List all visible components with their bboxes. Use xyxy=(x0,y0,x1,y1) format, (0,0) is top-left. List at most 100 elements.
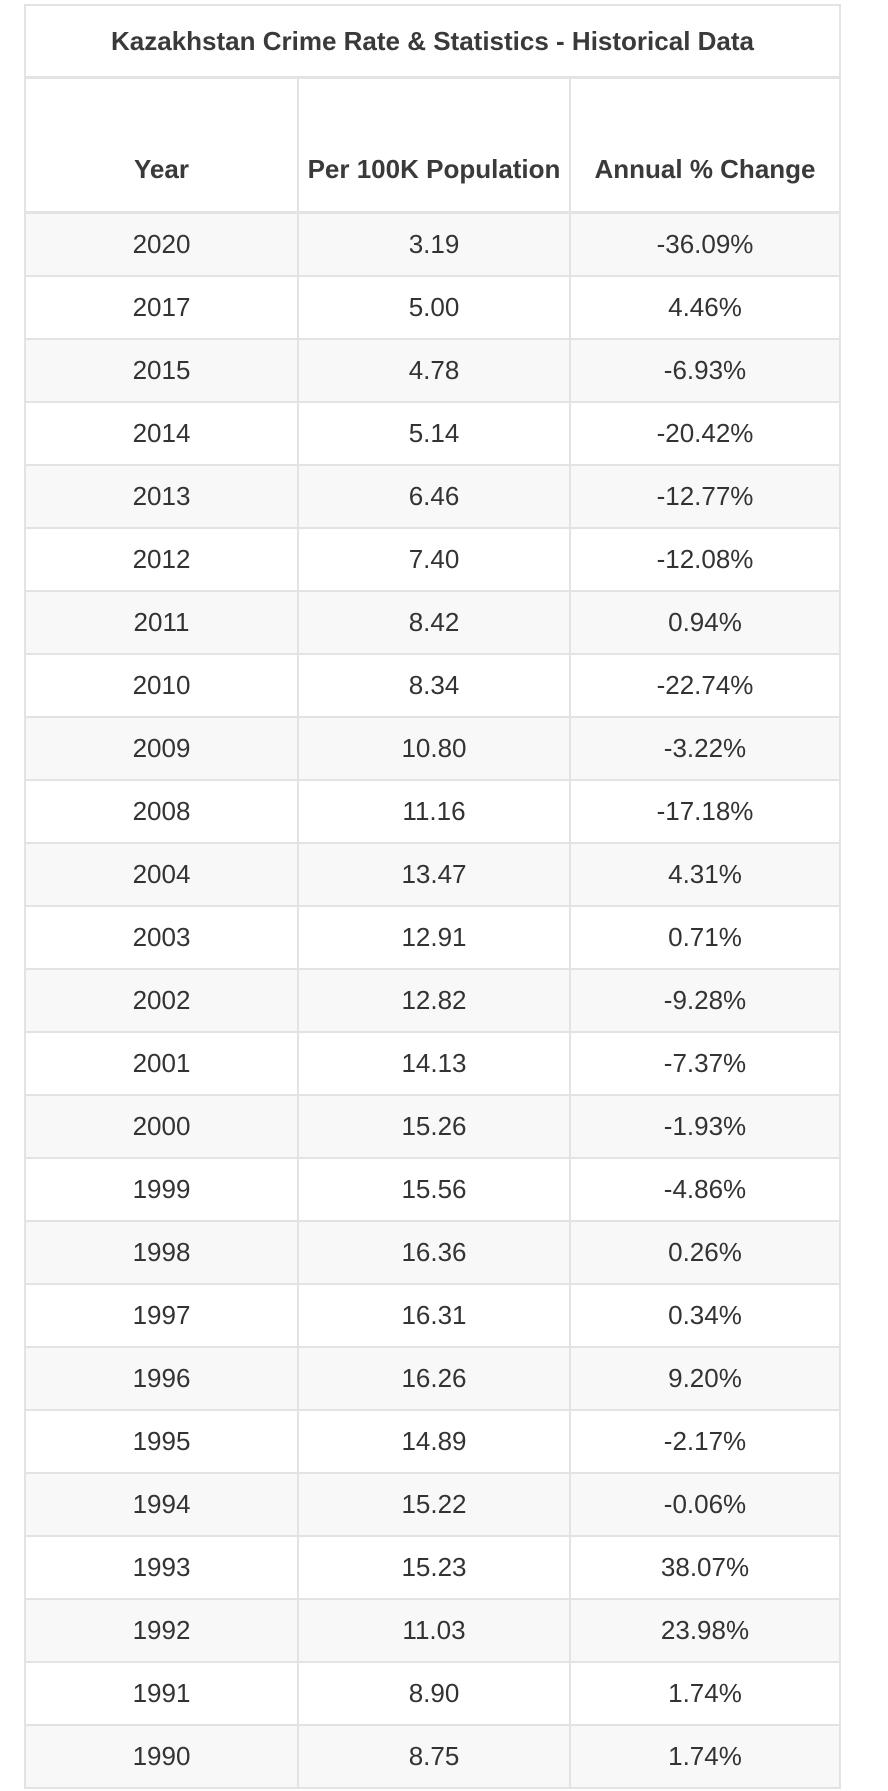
year-cell: 2013 xyxy=(26,465,299,529)
year-cell: 2008 xyxy=(26,780,299,844)
annual-change-cell: 4.31% xyxy=(570,843,839,907)
table-row: 2001 14.13 -7.37% xyxy=(26,1032,839,1096)
per-100k-cell: 15.23 xyxy=(298,1536,571,1600)
table-row: 2004 13.47 4.31% xyxy=(26,843,839,907)
annual-change-cell: 9.20% xyxy=(570,1347,839,1411)
per-100k-cell: 4.78 xyxy=(298,339,571,403)
table-row: 2000 15.26 -1.93% xyxy=(26,1095,839,1159)
table-title: Kazakhstan Crime Rate & Statistics - His… xyxy=(26,6,839,79)
annual-change-cell: 0.34% xyxy=(570,1284,839,1348)
header-row: Year Per 100K Population Annual % Change xyxy=(26,79,839,214)
year-cell: 1999 xyxy=(26,1158,299,1222)
per-100k-cell: 14.89 xyxy=(298,1410,571,1474)
per-100k-cell: 11.16 xyxy=(298,780,571,844)
table-row: 2015 4.78 -6.93% xyxy=(26,339,839,403)
per-100k-cell: 16.26 xyxy=(298,1347,571,1411)
year-cell: 2011 xyxy=(26,591,299,655)
crime-statistics-table: Kazakhstan Crime Rate & Statistics - His… xyxy=(24,4,841,1789)
table-row: 1998 16.36 0.26% xyxy=(26,1221,839,1285)
per-100k-cell: 12.82 xyxy=(298,969,571,1033)
per-100k-cell: 3.19 xyxy=(298,212,571,277)
per-100k-cell: 5.00 xyxy=(298,276,571,340)
table-row: 2020 3.19 -36.09% xyxy=(26,212,839,277)
annual-change-cell: 0.94% xyxy=(570,591,839,655)
table-row: 2011 8.42 0.94% xyxy=(26,591,839,655)
annual-change-cell: -6.93% xyxy=(570,339,839,403)
year-cell: 2012 xyxy=(26,528,299,592)
table-row: 2008 11.16 -17.18% xyxy=(26,780,839,844)
year-cell: 2009 xyxy=(26,717,299,781)
per-100k-cell: 6.46 xyxy=(298,465,571,529)
annual-change-cell: -9.28% xyxy=(570,969,839,1033)
annual-change-cell: -17.18% xyxy=(570,780,839,844)
table-row: 1999 15.56 -4.86% xyxy=(26,1158,839,1222)
header-year: Year xyxy=(26,79,299,214)
per-100k-cell: 5.14 xyxy=(298,402,571,466)
annual-change-cell: -2.17% xyxy=(570,1410,839,1474)
per-100k-cell: 8.75 xyxy=(298,1725,571,1787)
per-100k-cell: 8.34 xyxy=(298,654,571,718)
year-cell: 2014 xyxy=(26,402,299,466)
annual-change-cell: -7.37% xyxy=(570,1032,839,1096)
year-cell: 2020 xyxy=(26,212,299,277)
per-100k-cell: 16.31 xyxy=(298,1284,571,1348)
year-cell: 1990 xyxy=(26,1725,299,1787)
table-row: 1992 11.03 23.98% xyxy=(26,1599,839,1663)
year-cell: 1993 xyxy=(26,1536,299,1600)
year-cell: 2003 xyxy=(26,906,299,970)
table-body: 2020 3.19 -36.09% 2017 5.00 4.46% 2015 4.78 -6.9… xyxy=(26,212,839,1787)
per-100k-cell: 15.26 xyxy=(298,1095,571,1159)
year-cell: 2001 xyxy=(26,1032,299,1096)
annual-change-cell: -0.06% xyxy=(570,1473,839,1537)
year-cell: 1995 xyxy=(26,1410,299,1474)
table-row: 1995 14.89 -2.17% xyxy=(26,1410,839,1474)
per-100k-cell: 8.42 xyxy=(298,591,571,655)
annual-change-cell: -12.08% xyxy=(570,528,839,592)
table-row: 2012 7.40 -12.08% xyxy=(26,528,839,592)
year-cell: 1994 xyxy=(26,1473,299,1537)
table-row: 1990 8.75 1.74% xyxy=(26,1725,839,1787)
year-cell: 2015 xyxy=(26,339,299,403)
year-cell: 2017 xyxy=(26,276,299,340)
year-cell: 1992 xyxy=(26,1599,299,1663)
header-per-100k: Per 100K Population xyxy=(298,79,571,214)
annual-change-cell: 4.46% xyxy=(570,276,839,340)
per-100k-cell: 8.90 xyxy=(298,1662,571,1726)
per-100k-cell: 13.47 xyxy=(298,843,571,907)
per-100k-cell: 15.22 xyxy=(298,1473,571,1537)
data-table: Year Per 100K Population Annual % Change… xyxy=(26,79,839,1787)
annual-change-cell: -1.93% xyxy=(570,1095,839,1159)
table-row: 1993 15.23 38.07% xyxy=(26,1536,839,1600)
table-row: 1994 15.22 -0.06% xyxy=(26,1473,839,1537)
year-cell: 2004 xyxy=(26,843,299,907)
annual-change-cell: 1.74% xyxy=(570,1725,839,1787)
per-100k-cell: 15.56 xyxy=(298,1158,571,1222)
header-annual-change: Annual % Change xyxy=(570,79,839,214)
year-cell: 1991 xyxy=(26,1662,299,1726)
table-row: 1991 8.90 1.74% xyxy=(26,1662,839,1726)
annual-change-cell: 0.26% xyxy=(570,1221,839,1285)
table-row: 1996 16.26 9.20% xyxy=(26,1347,839,1411)
per-100k-cell: 16.36 xyxy=(298,1221,571,1285)
table-row: 1997 16.31 0.34% xyxy=(26,1284,839,1348)
table-row: 2014 5.14 -20.42% xyxy=(26,402,839,466)
year-cell: 1997 xyxy=(26,1284,299,1348)
per-100k-cell: 7.40 xyxy=(298,528,571,592)
per-100k-cell: 14.13 xyxy=(298,1032,571,1096)
table-header: Year Per 100K Population Annual % Change xyxy=(26,79,839,214)
annual-change-cell: -12.77% xyxy=(570,465,839,529)
table-row: 2017 5.00 4.46% xyxy=(26,276,839,340)
year-cell: 1996 xyxy=(26,1347,299,1411)
annual-change-cell: -22.74% xyxy=(570,654,839,718)
table-row: 2013 6.46 -12.77% xyxy=(26,465,839,529)
per-100k-cell: 12.91 xyxy=(298,906,571,970)
annual-change-cell: 0.71% xyxy=(570,906,839,970)
year-cell: 2010 xyxy=(26,654,299,718)
table-row: 2003 12.91 0.71% xyxy=(26,906,839,970)
annual-change-cell: -36.09% xyxy=(570,212,839,277)
annual-change-cell: -3.22% xyxy=(570,717,839,781)
annual-change-cell: 38.07% xyxy=(570,1536,839,1600)
annual-change-cell: -4.86% xyxy=(570,1158,839,1222)
annual-change-cell: -20.42% xyxy=(570,402,839,466)
table-row: 2002 12.82 -9.28% xyxy=(26,969,839,1033)
